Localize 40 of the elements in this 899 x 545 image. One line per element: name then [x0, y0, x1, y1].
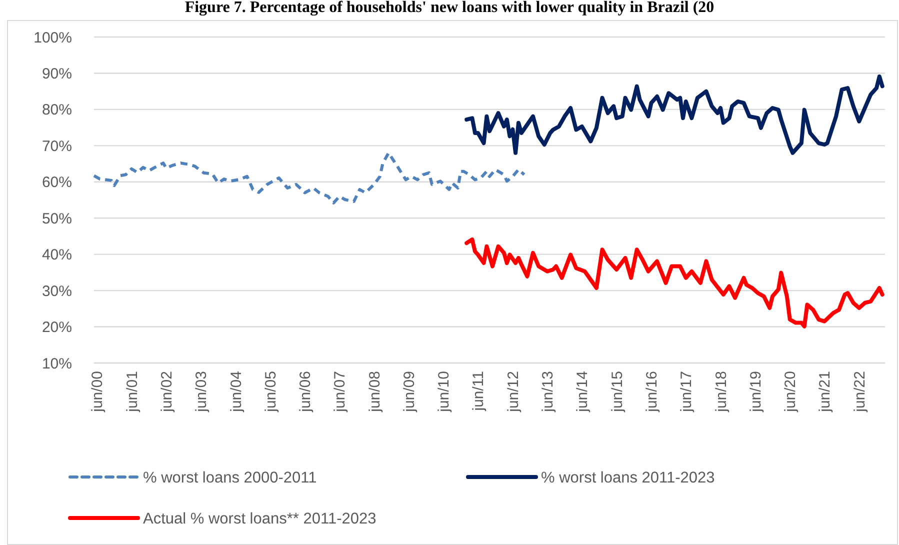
x-tick-label: jun/01 — [124, 371, 141, 413]
x-tick-label: jun/04 — [228, 371, 245, 413]
x-tick-label: jun/21 — [816, 371, 834, 413]
x-tick-label: jun/12 — [504, 371, 522, 413]
legend-label: Actual % worst loans** 2011-2023 — [143, 510, 376, 528]
y-tick-label: 100% — [34, 29, 72, 46]
x-tick-label: jun/13 — [540, 371, 557, 413]
x-tick-label: jun/10 — [436, 371, 453, 413]
line-series — [464, 237, 884, 328]
chart-title: Figure 7. Percentage of households' new loans with lower quality in Brazil (20 — [184, 0, 714, 16]
y-tick-label: 90% — [42, 65, 72, 82]
x-tick-label: jun/15 — [608, 371, 626, 413]
y-tick-label: 80% — [42, 102, 72, 119]
x-tick-label: jun/02 — [158, 371, 176, 413]
y-tick-label: 70% — [42, 138, 72, 155]
x-tick-label: jun/22 — [851, 371, 868, 413]
x-tick-label: jun/09 — [400, 371, 418, 413]
x-tick-label: jun/16 — [644, 371, 661, 413]
y-tick-label: 40% — [42, 246, 72, 264]
y-tick-label: 50% — [42, 210, 72, 228]
line-series — [464, 74, 884, 155]
x-tick-label: jun/05 — [262, 371, 280, 413]
legend-label: % worst loans 2000-2011 — [143, 469, 317, 486]
x-tick-label: jun/11 — [470, 371, 488, 412]
x-tick-label: jun/14 — [574, 371, 592, 413]
x-tick-label: jun/00 — [89, 371, 106, 413]
y-tick-label: 60% — [42, 174, 72, 192]
legend-label: % worst loans 2011-2023 — [541, 469, 715, 486]
x-tick-label: jun/18 — [712, 371, 730, 413]
x-tick-label: jun/06 — [297, 371, 314, 413]
y-tick-label: 20% — [42, 319, 72, 336]
x-tick-label: jun/07 — [332, 371, 349, 413]
y-tick-label: 10% — [42, 355, 72, 372]
y-tick-label: 30% — [42, 282, 72, 300]
x-tick-label: jun/17 — [678, 371, 696, 413]
line-series — [92, 151, 526, 204]
x-tick-label: jun/08 — [366, 371, 384, 413]
x-tick-label: jun/03 — [193, 371, 210, 413]
x-tick-label: jun/19 — [747, 371, 764, 413]
x-tick-label: jun/20 — [782, 371, 800, 413]
